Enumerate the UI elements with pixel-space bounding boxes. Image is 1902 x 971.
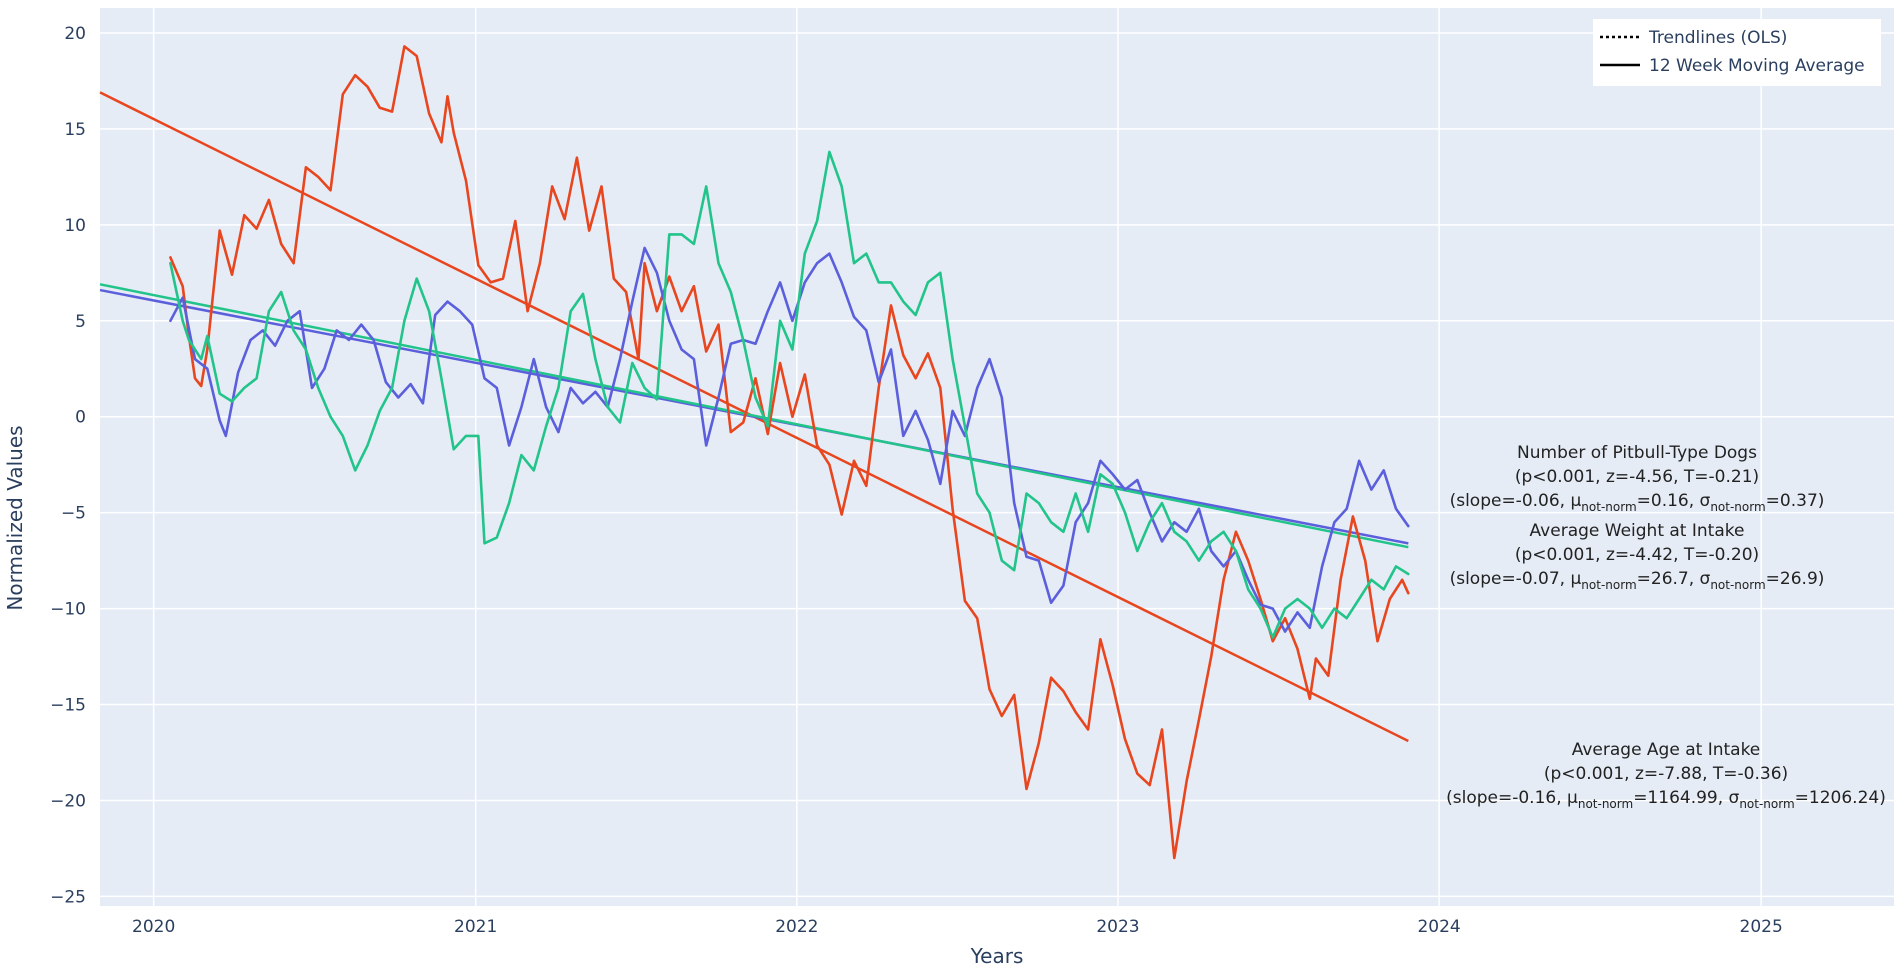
- subscript: not-norm: [1578, 797, 1633, 811]
- x-axis-ticks: 2020 2021 2022 2023 2024 2025: [132, 917, 1783, 937]
- annotation-text-part: =1206.24): [1795, 788, 1886, 808]
- legend-box: [1593, 19, 1881, 86]
- annotation-text-part: =0.16, σ: [1637, 491, 1711, 511]
- y-tick-label: −5: [61, 504, 86, 524]
- y-axis-title: Normalized Values: [3, 425, 27, 610]
- x-tick-label: 2021: [454, 917, 497, 937]
- annotation-slope: (slope=-0.07, μnot-norm=26.7, σnot-norm=…: [1450, 569, 1825, 592]
- trendline-weight: [99, 283, 1409, 549]
- y-tick-label: −25: [50, 887, 86, 907]
- annotation-text-part: =1164.99, σ: [1633, 788, 1739, 808]
- moving-average-line-pitbull: [169, 246, 1410, 633]
- annotation-stats: (p<0.001, z=-4.56, T=-0.21): [1515, 467, 1759, 487]
- annotation-text-part: =26.7, σ: [1637, 569, 1711, 589]
- x-tick-label: 2023: [1096, 917, 1139, 937]
- y-tick-label: 5: [75, 312, 86, 332]
- annotation-title: Average Age at Intake: [1572, 740, 1761, 760]
- y-tick-label: 10: [64, 216, 86, 236]
- x-axis-title: Years: [970, 944, 1024, 968]
- annotation-stats: (p<0.001, z=-4.42, T=-0.20): [1515, 545, 1759, 565]
- annotation-title: Average Weight at Intake: [1530, 521, 1745, 541]
- annotation-text-part: =26.9): [1766, 569, 1825, 589]
- subscript: not-norm: [1710, 500, 1765, 514]
- subscript: not-norm: [1739, 797, 1794, 811]
- annotations: Average Age at Intake (p<0.001, z=-7.88, …: [1446, 443, 1886, 811]
- x-tick-label: 2024: [1417, 917, 1460, 937]
- x-tick-label: 2022: [775, 917, 818, 937]
- annotation-stats: (p<0.001, z=-7.88, T=-0.36): [1544, 764, 1788, 784]
- annotation-pitbull: Number of Pitbull-Type Dogs (p<0.001, z=-…: [1450, 443, 1825, 514]
- annotation-age: Average Age at Intake (p<0.001, z=-7.88, …: [1446, 740, 1886, 811]
- y-tick-label: 20: [64, 24, 86, 44]
- moving-average-line-weight: [169, 150, 1410, 639]
- annotation-text-part: =0.37): [1766, 491, 1825, 511]
- y-tick-label: −15: [50, 696, 86, 716]
- y-axis-ticks: 20 15 10 5 0 −5 −10 −15 −20 −25: [50, 24, 86, 907]
- plot-area: [100, 8, 1894, 906]
- legend-label-moving-average: 12 Week Moving Average: [1649, 56, 1865, 76]
- annotation-slope: (slope=-0.06, μnot-norm=0.16, σnot-norm=…: [1450, 491, 1825, 514]
- y-tick-label: 15: [64, 120, 86, 140]
- annotation-text-part: (slope=-0.16, μ: [1446, 788, 1578, 808]
- legend-label-trendlines: Trendlines (OLS): [1648, 28, 1787, 48]
- annotation-text-part: (slope=-0.07, μ: [1450, 569, 1582, 589]
- annotation-weight: Average Weight at Intake (p<0.001, z=-4.4…: [1450, 521, 1825, 592]
- subscript: not-norm: [1581, 500, 1636, 514]
- annotation-slope: (slope=-0.16, μnot-norm=1164.99, σnot-no…: [1446, 788, 1886, 811]
- y-tick-label: −20: [50, 791, 86, 811]
- annotation-title: Number of Pitbull-Type Dogs: [1517, 443, 1757, 463]
- y-tick-label: 0: [75, 408, 86, 428]
- x-tick-label: 2020: [132, 917, 175, 937]
- moving-average-line-age: [169, 45, 1410, 860]
- x-tick-label: 2025: [1740, 917, 1783, 937]
- y-tick-label: −10: [50, 600, 86, 620]
- series-lines: [99, 45, 1410, 860]
- subscript: not-norm: [1710, 578, 1765, 592]
- legend: Trendlines (OLS) 12 Week Moving Average: [1593, 19, 1881, 86]
- subscript: not-norm: [1581, 578, 1636, 592]
- annotation-text-part: (slope=-0.06, μ: [1450, 491, 1582, 511]
